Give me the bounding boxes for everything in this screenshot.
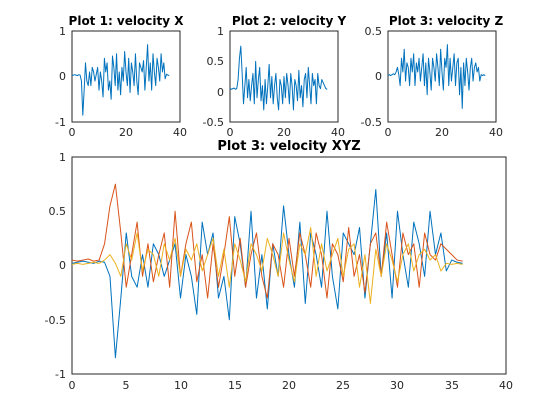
subplot-3-title: Plot 3: velocity Z xyxy=(389,14,504,28)
subplot-4-ytick-0p5: 0.5 xyxy=(49,205,67,218)
subplot-3-xtick-0: 0 xyxy=(385,126,392,139)
subplot-1-title: Plot 1: velocity X xyxy=(69,14,185,28)
subplot-4-series-line-3 xyxy=(71,227,463,304)
subplot-3-ytick-0: 0 xyxy=(375,70,382,83)
subplot-1-xtick-0: 0 xyxy=(69,126,76,139)
subplot-4-ytick-1: 1 xyxy=(59,151,66,164)
subplot-4-ytick-0: 0 xyxy=(59,259,66,272)
subplot-2-ytick-0p5: 0.5 xyxy=(207,55,225,68)
subplot-1: Plot 1: velocity X 1 0 -1 0 20 40 xyxy=(55,14,187,139)
subplot-3-series xyxy=(387,44,486,109)
subplot-4-ytick-neg1: -1 xyxy=(55,368,66,381)
subplot-1-ytick-0: 0 xyxy=(59,70,66,83)
subplot-4-xtick-20: 20 xyxy=(282,379,296,392)
subplot-1-xtick-40: 40 xyxy=(173,126,187,139)
subplot-4-xtick-15: 15 xyxy=(228,379,242,392)
subplot-2-series-line-1 xyxy=(229,45,328,111)
subplot-4-xtick-5: 5 xyxy=(123,379,130,392)
subplot-3-series-line-1 xyxy=(387,44,486,109)
subplot-1-ytick-neg1: -1 xyxy=(55,116,66,129)
subplot-4-title: Plot 3: velocity XYZ xyxy=(217,139,360,154)
subplot-2-xtick-20: 20 xyxy=(277,126,291,139)
subplot-4-xtick-30: 30 xyxy=(390,379,404,392)
subplot-2-series xyxy=(229,45,328,111)
subplot-1-ytick-1: 1 xyxy=(59,25,66,38)
subplot-3-xtick-40: 40 xyxy=(489,126,503,139)
subplot-3-ytick-0p5: 0.5 xyxy=(365,25,383,38)
subplot-2: Plot 2: velocity Y 1 0.5 0 -0.5 0 20 40 xyxy=(203,14,347,139)
subplot-4-series-line-1 xyxy=(71,189,463,359)
subplot-3: Plot 3: velocity Z 0.5 0 -0.5 0 20 40 xyxy=(361,14,504,139)
subplot-4-axes xyxy=(71,156,507,375)
subplot-4-series xyxy=(71,183,463,359)
subplot-2-ytick-0: 0 xyxy=(217,86,224,99)
subplot-1-xtick-20: 20 xyxy=(119,126,133,139)
subplot-2-ytick-1: 1 xyxy=(217,25,224,38)
subplot-2-ytick-neg0p5: -0.5 xyxy=(203,116,224,129)
subplot-3-ytick-neg0p5: -0.5 xyxy=(361,116,382,129)
subplot-4-xtick-35: 35 xyxy=(445,379,459,392)
subplot-4-ytick-neg0p5: -0.5 xyxy=(45,314,66,327)
subplot-4-xtick-10: 10 xyxy=(174,379,188,392)
subplot-4-series-line-2 xyxy=(71,183,463,299)
subplot-4-xtick-40: 40 xyxy=(499,379,513,392)
subplot-1-series-line-1 xyxy=(71,44,170,116)
subplot-1-series xyxy=(71,44,170,116)
subplot-4: Plot 3: velocity XYZ 1 0.5 0 -0.5 -1 0 5… xyxy=(45,139,513,392)
subplot-3-xtick-20: 20 xyxy=(435,126,449,139)
subplot-4-xtick-25: 25 xyxy=(336,379,350,392)
subplot-4-xtick-0: 0 xyxy=(69,379,76,392)
subplot-2-title: Plot 2: velocity Y xyxy=(232,14,347,28)
subplot-2-xtick-40: 40 xyxy=(331,126,345,139)
subplot-2-xtick-0: 0 xyxy=(227,126,234,139)
